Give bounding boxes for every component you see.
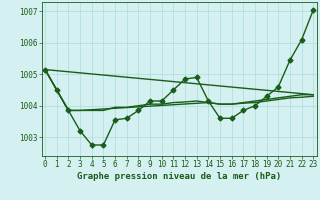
X-axis label: Graphe pression niveau de la mer (hPa): Graphe pression niveau de la mer (hPa) <box>77 172 281 181</box>
